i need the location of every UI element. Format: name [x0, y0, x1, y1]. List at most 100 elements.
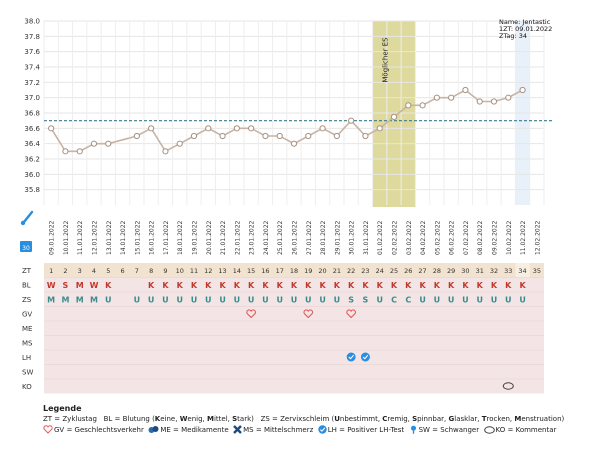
zs-cell: U: [491, 296, 498, 305]
bl-cell: K: [334, 281, 341, 290]
zt-cell: 29: [447, 267, 455, 275]
temperature-point: [362, 132, 369, 140]
bl-cell: W: [47, 281, 56, 290]
x-date-label: 28.01.2022: [320, 220, 327, 255]
zt-cell: 26: [404, 267, 412, 275]
temperature-point: [62, 148, 69, 155]
calendar-icon-day: 30: [22, 245, 30, 252]
row-label: LH: [22, 354, 31, 362]
zs-cell: U: [519, 296, 526, 305]
legend-bl-s-rest: tark): [237, 415, 254, 423]
bl-cell: K: [419, 281, 426, 290]
calendar-icon: [20, 241, 32, 252]
x-date-label: 02.02.2022: [392, 220, 399, 255]
zt-cell: 31: [476, 267, 484, 275]
bl-cell: K: [219, 281, 226, 290]
cross-icon: [233, 425, 242, 434]
bl-cell: K: [434, 281, 441, 290]
zt-cell: 23: [361, 267, 369, 275]
zs-cell: U: [234, 296, 241, 305]
zt-cell: 11: [190, 267, 198, 275]
x-date-label: 05.02.2022: [434, 220, 441, 255]
legend-line-1: ZT = Zyklustag BL = Blutung (Keine, Weni…: [43, 414, 593, 425]
temperature-point: [133, 132, 140, 140]
temperature-point: [162, 148, 169, 155]
temperature-point: [290, 140, 298, 147]
zs-cell: U: [176, 296, 183, 305]
legend-bl-w: W: [179, 415, 188, 423]
x-date-label: 01.02.2022: [377, 220, 384, 255]
legend-zs-u-rest: nbestimmt,: [339, 415, 383, 423]
x-date-label: 26.01.2022: [292, 220, 299, 255]
temperature-point: [319, 125, 326, 132]
x-date-label: 20.01.2022: [206, 220, 213, 255]
temperature-point: [448, 94, 455, 101]
row-label: GV: [22, 311, 32, 319]
temperature-point: [148, 125, 155, 132]
bl-cell: K: [191, 281, 198, 290]
pregnant-icon: [410, 425, 416, 434]
bl-cell: K: [477, 281, 484, 290]
temperature-point: [262, 132, 269, 140]
temperature-point: [248, 125, 255, 132]
legend-zs-g-rest: lasklar,: [454, 415, 482, 423]
chart-svg: 38.0 37.8 37.6 37.4 37.2 37.0 36.8 36.6 36.4 36.2…: [20, 18, 554, 394]
temperature-point: [90, 140, 98, 147]
zs-cell: U: [205, 296, 212, 305]
legend-zs-c-rest: remig,: [387, 415, 413, 423]
temperature-point: [176, 140, 183, 147]
y-tick-label: 37.2: [24, 79, 40, 87]
bl-cell: W: [90, 281, 99, 290]
x-date-label: 22.01.2022: [234, 220, 241, 255]
legend-zs-prefix: ZS = Zervixschleim (: [260, 415, 335, 423]
temperature-point: [190, 132, 198, 140]
info-box-line: Name: Jentastic: [499, 18, 551, 26]
x-date-label: 03.02.2022: [406, 220, 413, 255]
x-date-label: 27.01.2022: [306, 220, 313, 255]
zt-cell: 2: [63, 267, 67, 275]
legend-zs-t: T: [481, 415, 487, 423]
legend-sw: SW = Schwanger: [418, 426, 480, 434]
zt-cell: 14: [233, 267, 241, 275]
zs-cell: U: [262, 296, 269, 305]
legend-lh: LH = Positiver LH-Test: [327, 426, 405, 434]
bl-cell: K: [148, 281, 155, 290]
zt-row-band: [44, 263, 544, 278]
bl-cell: K: [291, 281, 298, 290]
legend-me: ME = Medikamente: [160, 426, 229, 434]
bl-cell: K: [277, 281, 284, 290]
zt-cell: 6: [121, 267, 125, 275]
x-date-label: 18.01.2022: [177, 220, 184, 255]
zs-cell: U: [191, 296, 198, 305]
zs-cell: U: [448, 296, 455, 305]
zs-cell: U: [376, 296, 383, 305]
row-label: SW: [22, 369, 33, 377]
zs-cell: U: [105, 296, 112, 305]
temperature-point: [233, 125, 240, 132]
zt-cell: 13: [218, 267, 226, 275]
x-date-label: 30.01.2022: [349, 220, 356, 255]
bl-cell: K: [491, 281, 498, 290]
temperature-point: [348, 117, 355, 124]
x-date-label: 06.02.2022: [449, 220, 456, 255]
bl-cell: K: [105, 281, 112, 290]
bl-cell: K: [391, 281, 398, 290]
temperature-point: [333, 132, 340, 140]
legend-zs-m: M: [514, 415, 522, 423]
row-label: KO: [22, 383, 32, 391]
zs-cell: C: [391, 296, 397, 305]
y-tick-label: 36.0: [24, 171, 40, 179]
row-label: BL: [22, 282, 31, 290]
y-tick-label: 37.0: [24, 94, 40, 102]
legend-bl-m-rest: ittel,: [213, 415, 233, 423]
temperature-point: [405, 102, 412, 109]
gv-heart-icon: [303, 309, 314, 319]
zt-cell: 22: [347, 267, 355, 275]
legend-zs-c: C: [382, 415, 388, 423]
lh-check-mark: [362, 354, 369, 360]
legend-ko: KO = Kommentar: [495, 426, 557, 434]
bl-cell: K: [348, 281, 355, 290]
x-date-label: 25.01.2022: [277, 220, 284, 255]
y-tick-label: 35.8: [24, 186, 40, 194]
x-date-label: 11.01.2022: [77, 220, 84, 255]
